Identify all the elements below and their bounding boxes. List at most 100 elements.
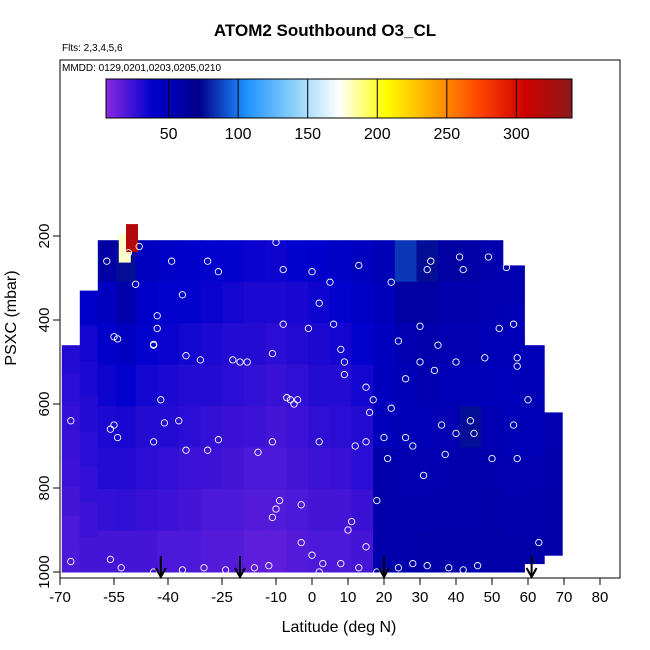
heatmap-cell	[330, 281, 353, 324]
heatmap-cell	[286, 281, 309, 324]
heatmap-cell	[222, 281, 245, 324]
heatmap-cell	[135, 489, 158, 532]
latitude-arrows-layer	[154, 556, 538, 580]
sample-point	[401, 375, 410, 383]
heatmap-cell	[135, 364, 158, 407]
heatmap-cell	[79, 431, 99, 467]
heatmap-cell	[265, 240, 288, 283]
sample-point	[131, 280, 140, 288]
sample-point	[437, 421, 446, 429]
latitude-arrow	[378, 556, 390, 580]
sample-point	[178, 566, 187, 574]
heatmap-cell	[157, 447, 180, 490]
sample-point	[135, 242, 143, 251]
heatmap-cell	[200, 281, 223, 324]
heatmap-cell	[200, 364, 223, 407]
heatmap-cell	[243, 406, 266, 449]
colorbar-tick-label: 250	[433, 126, 460, 143]
heatmap-cell	[61, 458, 81, 488]
sample-points-layer	[67, 238, 543, 576]
heatmap-cell	[330, 406, 353, 449]
sample-point	[409, 559, 417, 568]
heatmap-cell	[97, 530, 117, 573]
heatmap-cell	[351, 447, 374, 490]
sample-point	[340, 370, 349, 379]
heatmap-cell	[243, 364, 266, 407]
heatmap-cell	[97, 489, 117, 532]
sample-point	[290, 400, 298, 408]
sample-point	[304, 324, 313, 333]
heatmap-cell	[115, 447, 137, 490]
sample-point	[175, 417, 183, 425]
x-tick-label: -25	[211, 589, 233, 606]
heatmap-cell	[373, 447, 396, 490]
heatmap-cell	[544, 537, 563, 556]
heatmap-cell	[438, 281, 461, 324]
heatmap-cell	[544, 519, 563, 538]
heatmap-cell	[135, 406, 158, 449]
sample-point	[149, 568, 158, 576]
sample-point	[117, 564, 125, 572]
heatmap-cell	[438, 323, 461, 366]
heatmap-cell	[178, 364, 201, 407]
sample-point	[362, 383, 370, 391]
sample-point	[473, 562, 482, 570]
heatmap-cell	[416, 323, 439, 366]
heatmap-cell	[544, 430, 563, 449]
heatmap-cell	[115, 364, 137, 407]
latitude-arrow	[525, 556, 538, 580]
heatmap-cell	[97, 406, 117, 449]
heatmap-cell	[351, 489, 374, 532]
heatmap-cell	[416, 406, 439, 449]
heatmap-cell	[61, 430, 81, 460]
heatmap-cell	[115, 530, 137, 573]
heatmap-cell	[79, 536, 99, 573]
sample-point	[351, 442, 359, 450]
sample-point	[326, 278, 334, 286]
x-tick-label: 0	[308, 589, 316, 606]
heatmap-cell	[135, 240, 158, 283]
heatmap-cell	[243, 489, 266, 532]
heatmap-cell	[544, 501, 563, 520]
sample-point	[110, 333, 118, 341]
heatmap-cell	[79, 325, 99, 362]
sample-point	[315, 299, 323, 307]
sample-point	[319, 559, 327, 568]
heatmap-cell	[481, 489, 504, 532]
sample-point	[272, 238, 280, 246]
sample-point	[509, 421, 518, 429]
heatmap-cell	[502, 342, 525, 381]
sample-point	[535, 538, 543, 547]
x-tick-label: 20	[376, 589, 393, 606]
heatmap-cell	[394, 530, 417, 573]
sample-point	[373, 496, 381, 505]
x-axis: -70 -55 -40 -25 -10 0 10 20 30 40 50 60 70 80	[49, 578, 608, 606]
heatmap-cell	[459, 489, 482, 532]
sample-point	[297, 538, 305, 547]
heatmap-cell	[416, 489, 439, 532]
sample-point	[113, 433, 122, 442]
x-tick-label: 30	[412, 589, 429, 606]
heatmap-cell	[524, 399, 545, 428]
colorbar-tick-label: 50	[160, 126, 178, 143]
sample-point	[445, 564, 453, 572]
sample-point	[502, 263, 511, 272]
sample-point	[509, 320, 518, 328]
sample-point	[67, 417, 75, 425]
heatmap-cell	[200, 447, 223, 490]
sample-point	[272, 505, 280, 513]
sample-point	[481, 354, 489, 362]
heatmap-cell	[79, 290, 99, 327]
sample-point	[110, 421, 118, 429]
sample-point	[124, 249, 133, 257]
x-axis-label: Latitude (deg N)	[282, 619, 397, 636]
sample-point	[254, 448, 262, 456]
heatmap-cell	[394, 281, 417, 324]
heatmap-cell	[330, 323, 353, 366]
heatmap-cell	[438, 489, 461, 532]
heatmap-cell	[308, 530, 331, 573]
heatmap-cell	[394, 406, 417, 449]
heatmap-hotspot	[126, 224, 138, 253]
heatmap-cell	[61, 515, 81, 545]
heatmap-cell	[394, 489, 417, 532]
